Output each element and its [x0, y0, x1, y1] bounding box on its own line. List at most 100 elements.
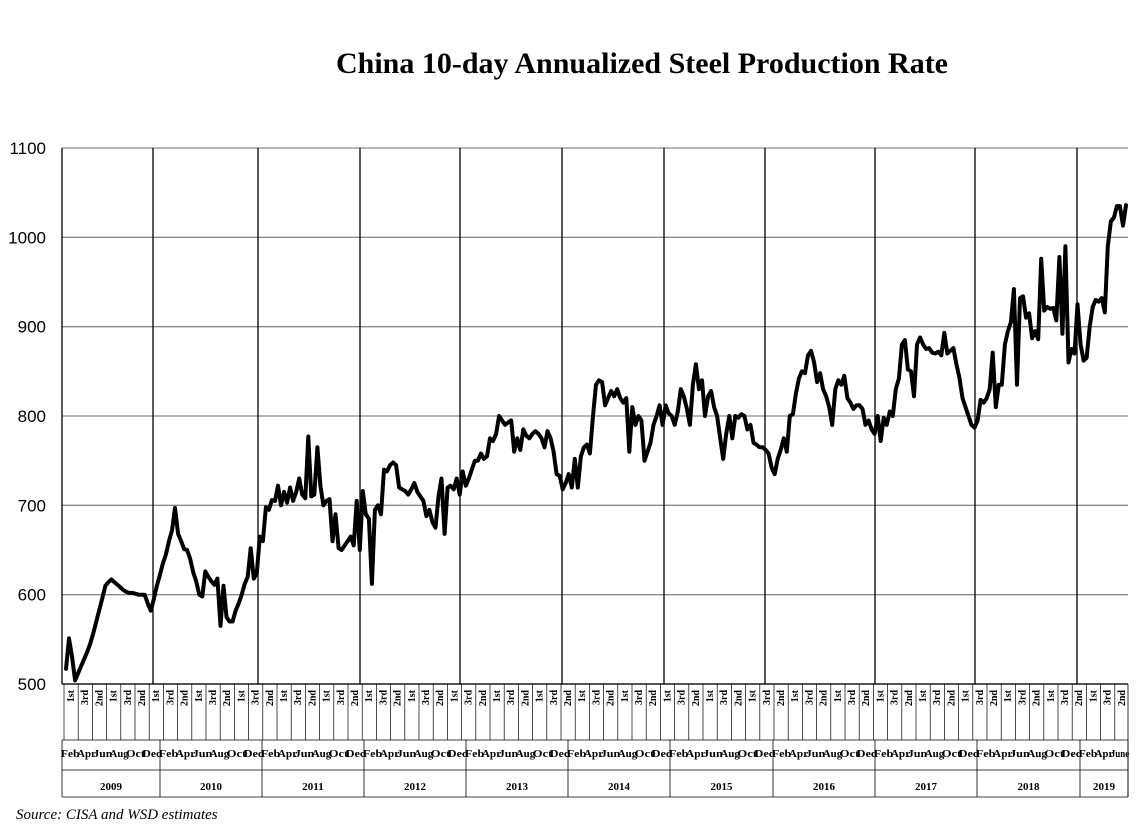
data-point	[80, 665, 82, 667]
x-month-label: Apr	[482, 749, 502, 760]
x-year-label: 2011	[302, 781, 323, 793]
x-dekad-label: 1st	[748, 689, 759, 702]
data-point	[364, 513, 367, 516]
data-point	[361, 490, 364, 492]
x-month-label: Oct	[635, 749, 655, 760]
data-point	[1013, 288, 1015, 290]
data-point	[1122, 224, 1124, 227]
x-dekad-label: 1st	[662, 689, 673, 702]
data-point	[834, 388, 837, 391]
x-dekad-label: 2nd	[946, 690, 957, 707]
data-point	[804, 372, 806, 374]
x-dekad-label: 2nd	[307, 690, 318, 707]
data-point	[146, 602, 149, 605]
data-point	[943, 332, 946, 334]
data-point	[495, 433, 497, 435]
data-point	[156, 584, 158, 587]
data-point	[252, 577, 255, 580]
data-point	[631, 406, 634, 408]
data-point	[637, 415, 640, 417]
x-dekad-label: 1st	[322, 689, 333, 702]
data-point	[767, 452, 770, 455]
data-point	[634, 424, 637, 426]
x-month-label: Feb	[363, 749, 383, 760]
data-point	[513, 450, 516, 453]
x-year-label: 2016	[813, 781, 836, 793]
data-point	[449, 484, 452, 487]
x-dekad-label: 2nd	[989, 690, 1000, 707]
data-point	[782, 437, 785, 440]
data-point	[277, 484, 279, 487]
data-point	[922, 343, 924, 346]
data-point	[295, 491, 298, 493]
data-point	[131, 592, 134, 594]
data-point	[964, 406, 967, 408]
data-point	[425, 515, 428, 517]
data-point	[622, 401, 625, 404]
x-month-label: Dec	[448, 749, 468, 760]
y-tick-label: 800	[18, 407, 46, 426]
x-dekad-label: 1st	[1046, 689, 1057, 702]
data-point	[125, 591, 128, 593]
data-point	[210, 580, 213, 583]
data-point	[976, 419, 979, 422]
x-month-label: Aug	[925, 749, 945, 760]
data-point	[682, 395, 685, 398]
data-point	[925, 348, 927, 350]
data-point	[843, 374, 846, 377]
data-point	[773, 473, 776, 475]
x-dekad-label: 3rd	[719, 690, 730, 705]
data-point	[404, 490, 407, 492]
data-point	[119, 586, 122, 589]
data-point	[546, 430, 549, 433]
data-point	[240, 593, 243, 596]
data-point	[795, 392, 797, 395]
data-point	[731, 437, 734, 440]
x-dekad-label: 2nd	[563, 690, 574, 707]
data-point	[152, 598, 155, 600]
x-month-label: Apr	[1095, 749, 1114, 760]
data-point	[704, 415, 706, 417]
data-point	[670, 415, 673, 417]
data-point	[116, 583, 119, 586]
data-point	[646, 450, 649, 453]
data-point	[840, 383, 843, 386]
data-point	[337, 547, 340, 550]
data-point	[940, 354, 943, 357]
x-dekad-label: 2nd	[350, 690, 361, 707]
data-point	[298, 477, 301, 480]
data-point	[186, 549, 189, 551]
data-point	[997, 383, 1000, 386]
x-dekad-label: 3rd	[251, 690, 262, 705]
data-point	[1000, 383, 1003, 386]
x-month-label: Apr	[278, 749, 298, 760]
x-month-label: Aug	[1027, 749, 1047, 760]
x-dekad-label: 1st	[492, 689, 503, 702]
data-point	[122, 589, 125, 592]
x-month-label: Feb	[772, 749, 792, 760]
data-point	[555, 473, 558, 475]
y-tick-label: 600	[18, 586, 46, 605]
data-point	[625, 397, 628, 399]
data-point	[101, 597, 104, 600]
data-point	[352, 544, 355, 547]
data-point	[595, 383, 597, 386]
data-point	[785, 450, 788, 453]
data-point	[664, 404, 667, 407]
x-dekad-label: 2nd	[904, 690, 915, 707]
x-dekad-label: 1st	[961, 689, 972, 702]
x-month-label: Aug	[823, 749, 843, 760]
data-point	[1058, 256, 1061, 258]
data-point	[837, 379, 840, 382]
data-point	[95, 620, 98, 623]
data-point	[873, 433, 876, 435]
data-point	[876, 415, 879, 417]
data-point	[461, 470, 464, 473]
data-point	[701, 379, 703, 382]
data-point	[846, 397, 849, 399]
data-point	[628, 450, 631, 453]
data-point	[919, 336, 921, 339]
x-dekad-label: 3rd	[421, 690, 432, 705]
data-point	[77, 672, 79, 675]
